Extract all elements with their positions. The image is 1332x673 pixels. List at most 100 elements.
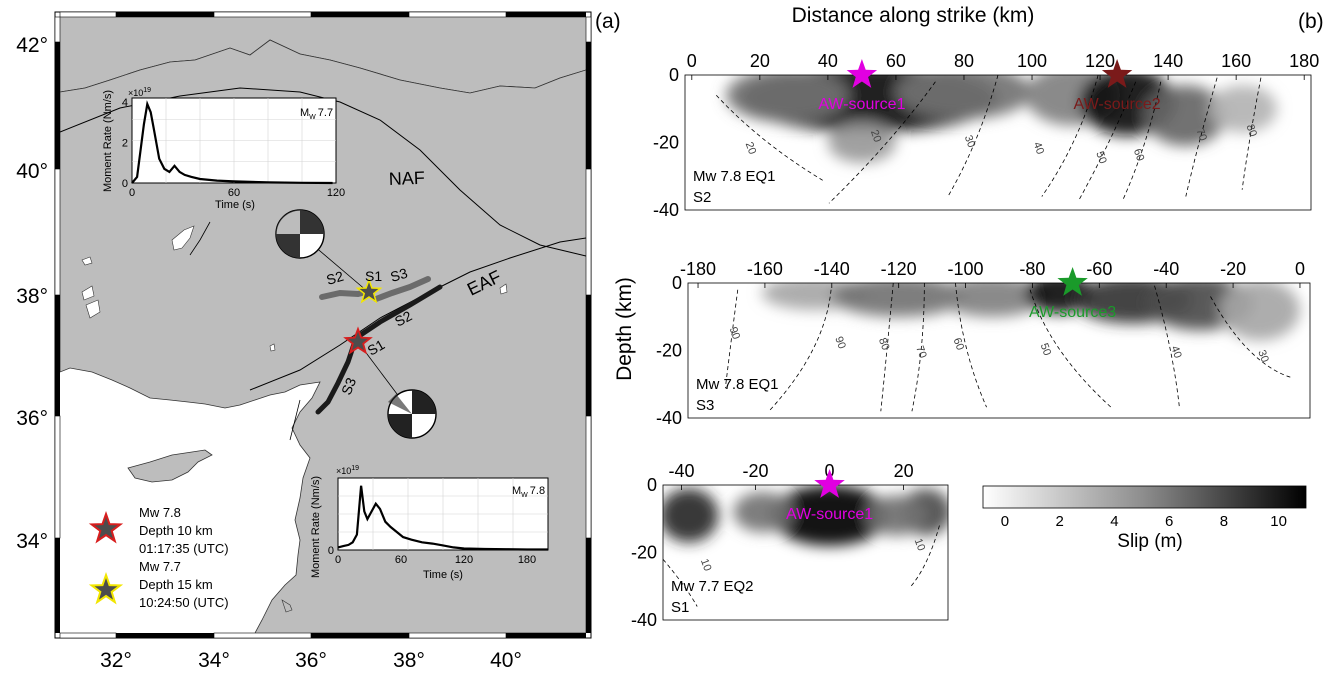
inset-mw78: MW 7.8 ×1019 0 0 60 120 180 Moment Rate (Nm/… xyxy=(310,465,549,581)
panel-segment: S3 xyxy=(696,397,714,414)
slip-distribution xyxy=(725,75,1277,163)
contour-label: 50 xyxy=(1093,150,1108,166)
panel-name: Mw 7.7 EQ2 xyxy=(671,578,754,595)
xtick-label: -100 xyxy=(948,259,984,279)
inset-xtick: 60 xyxy=(395,554,407,566)
inset-xtick: 0 xyxy=(335,554,341,566)
panel-segment: S2 xyxy=(693,189,711,206)
exp-base: ×10 xyxy=(336,466,351,476)
contour-label: 20 xyxy=(743,140,758,156)
lon-tick: 34° xyxy=(198,649,230,672)
label-naf: NAF xyxy=(388,168,425,189)
xtick-label: -40 xyxy=(668,461,694,481)
epicenter-star-mw78 xyxy=(343,326,373,355)
legend-star-shape xyxy=(88,571,124,605)
xtick-label: 60 xyxy=(886,51,906,71)
beachball-mw78 xyxy=(387,389,437,439)
epicenter-star-mw77 xyxy=(355,277,383,304)
contour-line xyxy=(1185,77,1218,197)
label-mw77-s3: S3 xyxy=(388,265,409,285)
inset-xlabel: Time (s) xyxy=(215,199,255,211)
xtick-label: -20 xyxy=(1220,259,1246,279)
contour-label: 30 xyxy=(1255,348,1270,364)
contour-line xyxy=(1041,75,1099,197)
inset-magnitude: MW 7.8 xyxy=(512,485,545,499)
inset-ytick: 0 xyxy=(122,178,128,190)
contour-line xyxy=(880,283,894,412)
xtick-label: 140 xyxy=(1153,51,1183,71)
slip-frame xyxy=(662,484,949,621)
moment-rate-curve-mw77 xyxy=(131,100,333,185)
inset-yticks: 0 xyxy=(328,545,334,557)
panel-b-label: (b) xyxy=(1298,10,1324,33)
mag-sub: W xyxy=(521,492,528,499)
ytick-label: -20 xyxy=(653,133,679,153)
ytick-label: -40 xyxy=(656,408,682,428)
inset-xtick: 0 xyxy=(129,187,135,199)
contour-label: 60 xyxy=(1131,147,1146,163)
label-mw77-s2: S2 xyxy=(324,268,345,288)
inset-xlabel: Time (s) xyxy=(423,569,463,581)
contour-line xyxy=(955,283,987,408)
slip-panel-eq1-s2: 20 20 30 40 50 60 70 80 0 20 40 60 80 100 120 140 160 180… xyxy=(653,51,1319,220)
ytick-label: 0 xyxy=(669,65,679,85)
slip-distribution xyxy=(663,485,948,546)
xtick-label: -160 xyxy=(747,259,783,279)
xtick-label: 160 xyxy=(1221,51,1251,71)
inset-exponent: ×1019 xyxy=(128,87,151,98)
slip-blur xyxy=(725,75,1277,163)
legend-line: Mw 7.7 xyxy=(139,559,181,574)
ytick-label: -20 xyxy=(656,341,682,361)
contour-label: 80 xyxy=(1243,123,1258,139)
ytick-label: 0 xyxy=(647,475,657,495)
contour-label: 80 xyxy=(876,336,891,352)
colorbar-tick: 10 xyxy=(1270,513,1287,530)
map-legend: Mw 7.8 Depth 10 km 01:17:35 (UTC) Mw 7.7… xyxy=(88,505,229,610)
slip-patch xyxy=(895,75,1033,119)
depth-axis-label: Depth (km) xyxy=(613,277,636,381)
contour-line xyxy=(828,81,936,204)
xtick-label: 0 xyxy=(687,51,697,71)
lon-tick: 36° xyxy=(295,649,327,672)
source-star xyxy=(1101,59,1133,88)
xtick-label: -40 xyxy=(1153,259,1179,279)
xtick-label: -20 xyxy=(743,461,769,481)
exp-base: ×10 xyxy=(128,88,143,98)
contour-label: 70 xyxy=(913,344,928,360)
xtick-label: 180 xyxy=(1289,51,1319,71)
inset-yticks: 0 2 4 xyxy=(122,97,128,190)
lake-3 xyxy=(85,299,101,319)
rupture-mw77-s3 xyxy=(373,276,431,302)
contour-label: 40 xyxy=(1031,140,1046,156)
top-axis-title: Distance along strike (km) xyxy=(792,4,1035,27)
source-label: AW-source1 xyxy=(786,506,873,523)
inset-grid xyxy=(132,98,336,183)
epicenter-stars xyxy=(343,277,383,355)
inset-xticks: 0 60 120 xyxy=(129,187,345,199)
slip-blur xyxy=(663,485,948,546)
contour-label: 10 xyxy=(912,537,927,553)
contour-label: 20 xyxy=(868,128,883,144)
lat-tick: 40° xyxy=(16,160,48,183)
mag-sub: W xyxy=(309,114,316,121)
lake-5 xyxy=(499,283,508,295)
lake-1 xyxy=(81,256,93,266)
contour-line xyxy=(768,289,832,412)
colorbar-tick: 8 xyxy=(1220,513,1228,530)
exp-power: 19 xyxy=(351,465,359,472)
moment-rate-curve-mw78 xyxy=(337,485,548,551)
xtick-label: 0 xyxy=(1295,259,1305,279)
inset-xtick: 120 xyxy=(327,187,345,199)
legend-line: Mw 7.8 xyxy=(139,505,181,520)
slip-panels: (b) Distance along strike (km) Depth (km… xyxy=(613,4,1324,630)
lon-tick: 40° xyxy=(490,649,522,672)
xtick-label: 80 xyxy=(954,51,974,71)
slip-frame xyxy=(684,74,1312,211)
rupture-time-contours: 20 20 30 40 50 60 70 80 xyxy=(716,75,1262,204)
lat-tick: 38° xyxy=(16,285,48,308)
mag-letter: M xyxy=(300,107,309,119)
lon-ticks: 32° 34° 36° 38° 40° xyxy=(100,649,522,672)
contour-label: 90 xyxy=(727,325,742,341)
